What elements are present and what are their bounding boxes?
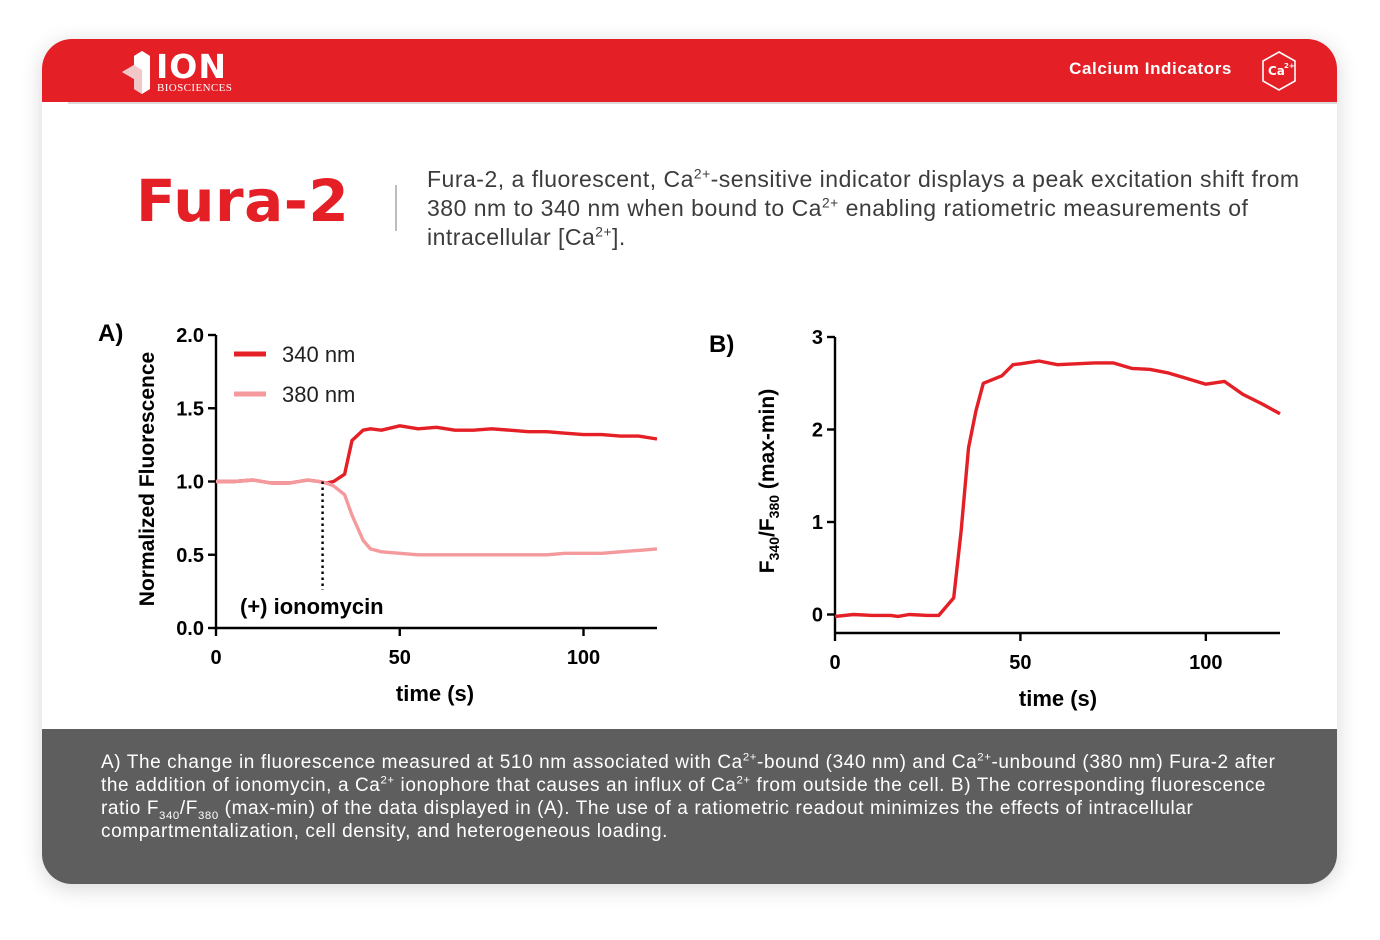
desc-sup-3: 2+: [595, 224, 613, 240]
chart-b-panel-label: B): [709, 331, 734, 358]
desc-text-4: ].: [612, 224, 626, 250]
chart-a-panel-label: A): [98, 320, 123, 347]
chart-a-y-axis-label: Normalized Fluorescence: [136, 352, 159, 606]
logo-wordmark: ION: [156, 47, 227, 86]
y-tick-label: 3: [812, 327, 823, 349]
chart-a-x-axis-label: time (s): [396, 681, 474, 706]
desc-text-2: -sensitive indicator displays a peak exc…: [427, 166, 1300, 221]
badge-text: Ca: [1268, 64, 1285, 78]
chart-a-series: [216, 424, 658, 557]
page-title: Fura-2: [136, 167, 350, 235]
chart-b-y-axis-label: F340/F380 (max-min): [756, 389, 782, 573]
desc-text-1: Fura-2, a fluorescent, Ca: [427, 166, 694, 192]
y-tick-label: 2.0: [176, 325, 204, 347]
series-line-1: [216, 478, 658, 557]
desc-text-3: enabling ratiometric measurements of int…: [427, 195, 1249, 250]
x-tick-label: 50: [1009, 652, 1031, 674]
calcium-hexagon-icon: Ca 2+: [1259, 50, 1299, 92]
chart-a-legend: 340 nm 380 nm: [234, 342, 355, 407]
section-title: Calcium Indicators: [1069, 59, 1232, 78]
legend-entry: 380 nm: [282, 382, 355, 407]
x-tick-label: 100: [1189, 652, 1222, 674]
infographic-card: ION BIOSCIENCES Calcium Indicators Ca 2+…: [42, 39, 1337, 884]
legend-entry: 340 nm: [282, 342, 355, 367]
x-tick-label: 50: [389, 647, 411, 669]
figure-caption: A) The change in fluorescence measured a…: [101, 751, 1276, 842]
y-tick-label: 0: [812, 605, 823, 627]
x-tick-label: 0: [210, 647, 221, 669]
chart-b-axes: 0 1 2 3 0 50 100: [812, 327, 1280, 674]
series-line-0: [834, 359, 1281, 619]
logo-mark-icon: [122, 51, 150, 94]
ion-biosciences-logo[interactable]: ION BIOSCIENCES: [120, 49, 250, 95]
x-tick-label: 100: [567, 647, 600, 669]
y-tick-label: 1.5: [176, 398, 204, 420]
logo-subtitle: BIOSCIENCES: [157, 82, 233, 94]
y-tick-label: 2: [812, 420, 823, 442]
header-bar: ION BIOSCIENCES Calcium Indicators Ca 2+: [42, 39, 1337, 102]
y-tick-label: 0.0: [176, 618, 204, 640]
caption-footer: A) The change in fluorescence measured a…: [42, 729, 1337, 884]
desc-sup-2: 2+: [821, 195, 839, 211]
chart-b-fluorescence-ratio: B) 0 1 2 3 0 50 100 time (s) F340/F380 (max-mi…: [709, 327, 1281, 711]
y-tick-label: 1.0: [176, 472, 204, 494]
title-divider: [395, 185, 397, 231]
desc-sup-1: 2+: [693, 166, 711, 182]
x-tick-label: 0: [829, 652, 840, 674]
chart-a-normalized-fluorescence: A) 0.0 0.5 1.0 1.5 2.0 0 50 100 340 nm 380 nm (+…: [98, 320, 658, 706]
ionomycin-annotation: (+) ionomycin: [240, 594, 384, 619]
badge-superscript: 2+: [1284, 62, 1295, 70]
chart-b-x-axis-label: time (s): [1019, 686, 1097, 711]
chart-b-series: [834, 359, 1281, 619]
header-divider: [68, 102, 1337, 104]
y-tick-label: 1: [812, 512, 823, 534]
intro-description: Fura-2, a fluorescent, Ca2+-sensitive in…: [427, 165, 1307, 252]
y-tick-label: 0.5: [176, 545, 204, 567]
